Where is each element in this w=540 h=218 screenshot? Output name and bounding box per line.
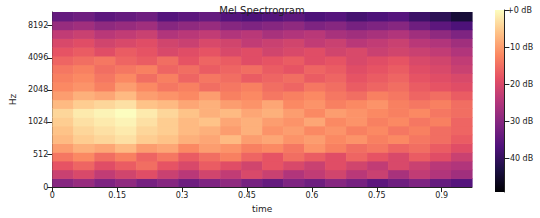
svg-text:0.45: 0.45 <box>238 191 256 200</box>
svg-text:-30 dB: -30 dB <box>507 117 533 126</box>
svg-text:8192: 8192 <box>28 21 48 30</box>
svg-text:0: 0 <box>50 191 55 200</box>
svg-text:Mel Spectrogram: Mel Spectrogram <box>219 5 304 16</box>
svg-text:2048: 2048 <box>28 85 48 94</box>
svg-text:0.6: 0.6 <box>306 191 319 200</box>
svg-text:0.15: 0.15 <box>108 191 126 200</box>
svg-text:-20 dB: -20 dB <box>507 80 533 89</box>
svg-text:Hz: Hz <box>8 94 18 106</box>
svg-text:4096: 4096 <box>28 53 48 62</box>
svg-text:512: 512 <box>33 150 48 159</box>
svg-text:0: 0 <box>43 183 48 192</box>
svg-text:+0 dB: +0 dB <box>507 6 532 15</box>
svg-text:0.9: 0.9 <box>435 191 448 200</box>
svg-text:-10 dB: -10 dB <box>507 43 533 52</box>
svg-text:0.75: 0.75 <box>368 191 386 200</box>
svg-text:1024: 1024 <box>28 117 48 126</box>
svg-text:time: time <box>252 204 273 214</box>
svg-text:-40 dB: -40 dB <box>507 154 533 163</box>
svg-text:0.3: 0.3 <box>176 191 189 200</box>
